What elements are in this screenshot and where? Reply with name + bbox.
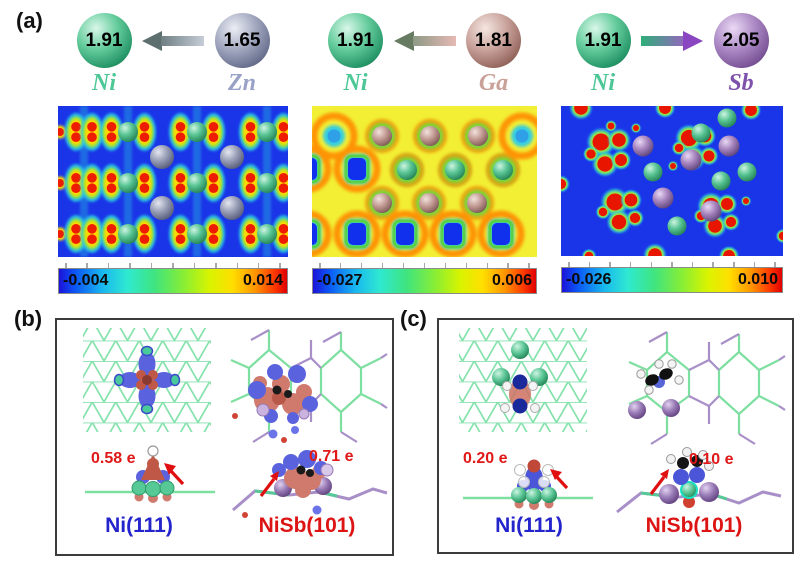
- panel-c-box: 0.20 e 0.10 e Ni(111) NiSb(101): [437, 318, 794, 554]
- ni111-lattice-top-view: [83, 328, 211, 432]
- surface-label-ni111: Ni(111): [105, 514, 173, 537]
- colorbar-ni-ga: -0.027 0.006: [312, 263, 537, 294]
- colorbar-max: 0.014: [242, 272, 283, 289]
- element-symbol: Ni: [343, 70, 368, 96]
- atom-ni: 1.91 Ni: [71, 6, 137, 95]
- surface-label-nisb101: NiSb(101): [258, 514, 356, 537]
- atom-pair-ni-zn: 1.91 Ni 1.65 Zn: [58, 6, 288, 102]
- electronegativity-value: 1.91: [584, 29, 622, 51]
- red-arrow: [649, 469, 669, 495]
- ni111-lattice-top-view: [459, 328, 587, 432]
- surface-label-ni111: Ni(111): [495, 514, 563, 537]
- element-symbol: Zn: [227, 70, 256, 96]
- atom-zn: 1.65 Zn: [209, 6, 275, 95]
- ni-sphere: 1.91: [328, 13, 383, 68]
- colorbar-min: -0.026: [566, 271, 612, 288]
- atom-pair-ni-sb: 1.91 Ni 2.05 Sb: [561, 6, 783, 102]
- ni111-side-view: [463, 459, 593, 510]
- atom-ni: 1.91 Ni: [323, 6, 389, 95]
- charge-transfer-arrow: [393, 28, 457, 59]
- atom-sb: 2.05 Sb: [708, 6, 774, 95]
- ni111-side-view: [85, 445, 215, 503]
- panel-b-scene: [83, 328, 388, 518]
- electronegativity-value: 1.65: [223, 29, 261, 51]
- panel-b-box: 0.58 e 0.71 e Ni(111) NiSb(101): [55, 318, 394, 556]
- sb-sphere: 2.05: [713, 13, 769, 68]
- colorbar-ticks: [561, 262, 783, 267]
- red-arrow: [164, 463, 185, 486]
- charge-transfer-arrow: [141, 28, 205, 59]
- colorbar-ticks: [312, 263, 537, 268]
- charge-density-map-ni-zn: [58, 106, 288, 257]
- nisb101-side-view: [232, 450, 388, 518]
- isosurface-nisb-top: [232, 364, 318, 443]
- panel-c-label: (c): [400, 306, 427, 331]
- colorbar-max: 0.006: [491, 272, 532, 289]
- colorbar-ni-sb: -0.026 0.010: [561, 262, 783, 293]
- red-arrow: [550, 469, 569, 490]
- group-ni-zn: 1.91 Ni 1.65 Zn: [58, 6, 288, 294]
- charge-transfer-value-nisb101: 0.71 e: [309, 448, 354, 465]
- electronegativity-value: 1.81: [475, 29, 512, 51]
- charge-transfer-value-ni111: 0.20 e: [463, 450, 508, 467]
- zn-sphere: 1.65: [214, 13, 270, 68]
- element-symbol: Ga: [478, 70, 509, 96]
- atom-pair-ni-ga: 1.91 Ni 1.81 Ga: [312, 6, 537, 102]
- element-symbol: Ni: [591, 70, 615, 96]
- charge-transfer-value-nisb101: 0.10 e: [689, 451, 734, 468]
- panel-c-scene: [459, 328, 786, 514]
- colorbar-ni-zn: -0.004 0.014: [58, 263, 288, 294]
- charge-density-map-ni-ga: [312, 106, 537, 257]
- surface-label-nisb101: NiSb(101): [645, 514, 743, 537]
- charge-transfer-arrow: [640, 28, 704, 59]
- red-arrow: [259, 471, 279, 497]
- colorbar-ticks: [58, 263, 288, 268]
- atom-ga: 1.81 Ga: [461, 6, 527, 95]
- group-ni-ga: 1.91 Ni 1.81 Ga: [312, 6, 537, 294]
- colorbar-min: -0.004: [63, 272, 109, 289]
- colorbar-max: 0.010: [737, 271, 778, 288]
- electronegativity-value: 2.05: [722, 29, 760, 51]
- colorbar-min: -0.027: [317, 272, 363, 289]
- atom-ni: 1.91 Ni: [570, 6, 636, 95]
- panel-a-label: (a): [16, 8, 43, 33]
- panel-b-label: (b): [14, 306, 43, 331]
- ga-sphere: 1.81: [466, 13, 521, 68]
- element-symbol: Ni: [92, 70, 116, 96]
- group-ni-sb: 1.91 Ni 2.05 Sb: [561, 6, 783, 293]
- electronegativity-value: 1.91: [85, 29, 123, 51]
- charge-transfer-value-ni111: 0.58 e: [91, 450, 136, 467]
- ni-sphere: 1.91: [76, 13, 132, 68]
- electronegativity-value: 1.91: [337, 29, 374, 51]
- charge-density-map-ni-sb: [561, 106, 783, 256]
- nisb101-side-view: [616, 447, 782, 514]
- adsorbate-molecule-top: [628, 359, 684, 419]
- ni-sphere: 1.91: [575, 13, 631, 68]
- element-symbol: Sb: [728, 70, 754, 96]
